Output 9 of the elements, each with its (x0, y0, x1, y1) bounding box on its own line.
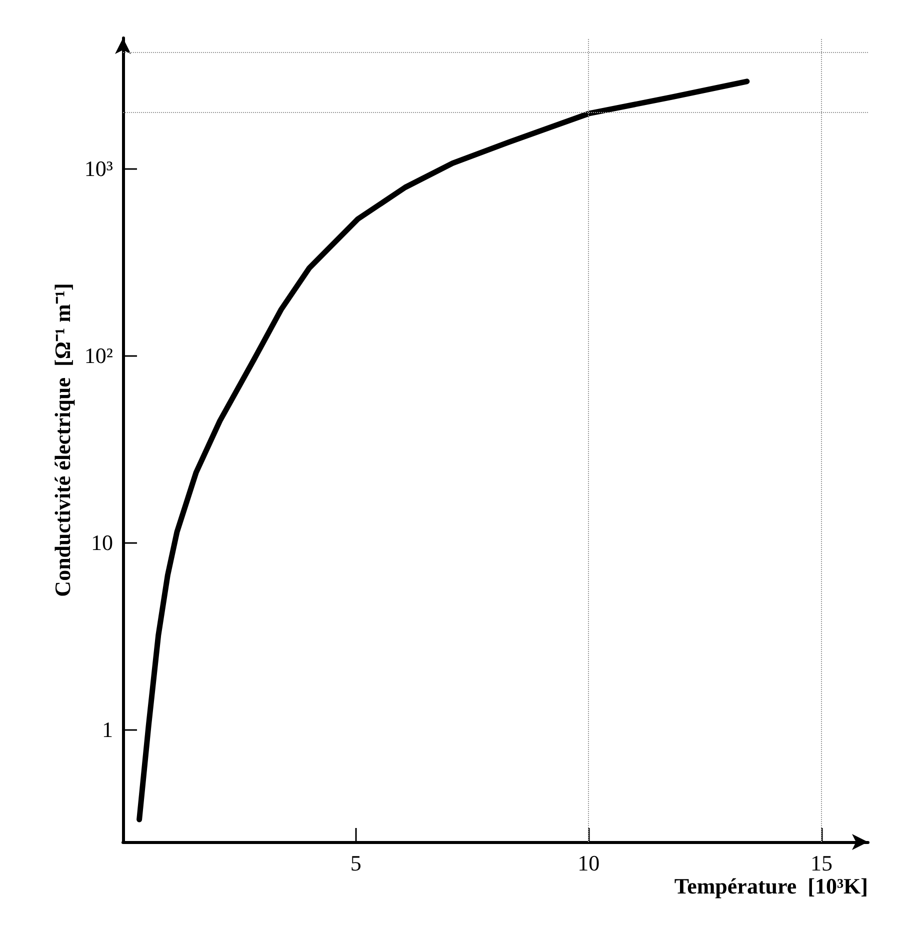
y-tick-label: 10² (84, 343, 114, 368)
x-tick-label: 10 (578, 850, 600, 876)
y-tick-label: 10³ (84, 156, 114, 182)
x-tick-label: 15 (810, 850, 832, 876)
x-axis-title: Température [10³K] (674, 874, 868, 898)
y-axis-title: Conductivité électrique [Ω⁻¹ m⁻¹] (50, 283, 76, 597)
y-tick-label: 10 (91, 530, 113, 556)
y-tick-label: 1 (102, 716, 113, 742)
x-tick-label: 5 (350, 850, 362, 876)
